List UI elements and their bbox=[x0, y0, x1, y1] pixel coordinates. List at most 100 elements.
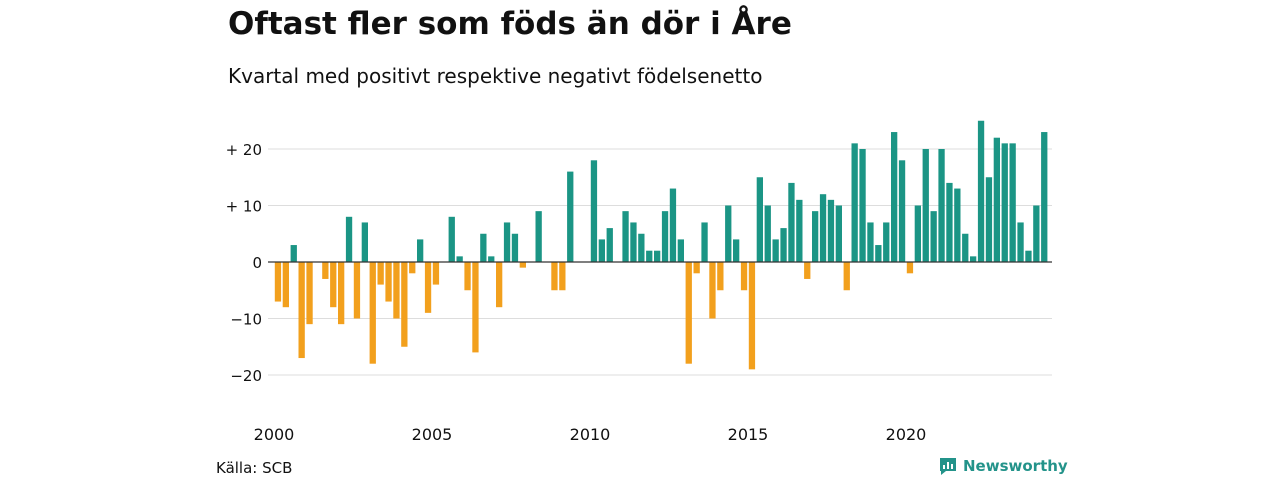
bar bbox=[401, 262, 408, 347]
bar bbox=[867, 222, 874, 262]
bar bbox=[993, 137, 1000, 262]
bar bbox=[353, 262, 361, 319]
bar bbox=[654, 250, 661, 262]
bar bbox=[369, 262, 376, 364]
chart-title: Oftast fler som föds än dör i Åre bbox=[228, 6, 792, 42]
bar bbox=[891, 132, 898, 262]
bar bbox=[677, 239, 684, 262]
bar bbox=[764, 205, 771, 262]
bar bbox=[417, 239, 424, 262]
bar bbox=[464, 262, 471, 291]
bar bbox=[274, 262, 282, 302]
bar bbox=[298, 262, 305, 359]
bar bbox=[725, 205, 732, 262]
bar bbox=[962, 233, 969, 262]
bar bbox=[456, 256, 463, 262]
bar bbox=[835, 205, 842, 262]
bar bbox=[488, 256, 495, 262]
bar bbox=[1041, 132, 1048, 262]
bar bbox=[693, 262, 700, 274]
bar bbox=[717, 262, 724, 291]
bar bbox=[646, 250, 653, 262]
bar bbox=[740, 262, 748, 291]
bar bbox=[796, 199, 803, 262]
bar bbox=[330, 262, 337, 308]
bar bbox=[1017, 222, 1024, 262]
bar bbox=[622, 211, 629, 262]
bar bbox=[772, 239, 779, 262]
bar bbox=[282, 262, 289, 308]
bar bbox=[322, 262, 329, 279]
bar bbox=[685, 262, 692, 364]
y-tick-label: 0 bbox=[252, 254, 262, 272]
brand-logo: Newsworthy bbox=[938, 456, 1068, 476]
bar bbox=[859, 149, 866, 262]
bar bbox=[938, 149, 945, 262]
bar bbox=[519, 262, 526, 268]
bar bbox=[843, 262, 850, 291]
x-tick-label: 2015 bbox=[728, 425, 769, 444]
bar bbox=[1001, 143, 1008, 262]
y-tick-label: + 10 bbox=[226, 198, 262, 216]
bar bbox=[1025, 250, 1032, 262]
bar bbox=[804, 262, 811, 279]
bar bbox=[290, 245, 297, 262]
y-tick-label: −20 bbox=[230, 367, 262, 385]
bar bbox=[812, 211, 819, 262]
bar bbox=[946, 182, 953, 262]
bar bbox=[701, 222, 708, 262]
y-tick-label: + 20 bbox=[226, 141, 262, 159]
x-tick-label: 2000 bbox=[254, 425, 295, 444]
bar bbox=[985, 177, 993, 262]
bar bbox=[424, 262, 432, 313]
bar bbox=[306, 262, 313, 325]
bar bbox=[922, 149, 929, 262]
bar bbox=[709, 262, 716, 319]
bar bbox=[361, 222, 368, 262]
bar bbox=[788, 182, 795, 262]
bar bbox=[567, 171, 574, 262]
bar bbox=[661, 211, 669, 262]
bar bbox=[970, 256, 977, 262]
bar bbox=[977, 120, 985, 262]
bar bbox=[756, 177, 763, 262]
bar bbox=[409, 262, 416, 274]
bar bbox=[559, 262, 566, 291]
bar bbox=[345, 216, 353, 262]
bar bbox=[733, 239, 740, 262]
newsworthy-logo-icon bbox=[940, 458, 956, 475]
bar bbox=[432, 262, 440, 285]
bar bbox=[551, 262, 558, 291]
bar bbox=[780, 228, 787, 262]
bar bbox=[338, 262, 345, 325]
bar bbox=[748, 262, 756, 370]
bar bbox=[630, 222, 637, 262]
chart-subtitle: Kvartal med positivt respektive negativt… bbox=[228, 64, 763, 88]
bar bbox=[669, 188, 677, 262]
bar bbox=[1033, 205, 1040, 262]
bar bbox=[827, 199, 835, 262]
bar bbox=[930, 211, 937, 262]
x-tick-label: 2020 bbox=[886, 425, 927, 444]
x-tick-label: 2010 bbox=[570, 425, 611, 444]
bar bbox=[954, 188, 961, 262]
bar bbox=[883, 222, 890, 262]
bar bbox=[385, 262, 392, 302]
bar bbox=[819, 194, 827, 262]
bar bbox=[496, 262, 503, 308]
bar bbox=[377, 262, 384, 285]
bar bbox=[906, 262, 914, 274]
bar bbox=[638, 233, 645, 262]
source-note: Källa: SCB bbox=[216, 459, 293, 477]
bar bbox=[448, 216, 455, 262]
bar bbox=[472, 262, 479, 353]
bar bbox=[480, 233, 487, 262]
bar bbox=[590, 160, 598, 262]
y-tick-label: −10 bbox=[230, 311, 262, 329]
bar bbox=[598, 239, 605, 262]
bar bbox=[535, 211, 542, 262]
x-tick-label: 2005 bbox=[412, 425, 453, 444]
bar bbox=[898, 160, 906, 262]
bar bbox=[606, 228, 613, 262]
